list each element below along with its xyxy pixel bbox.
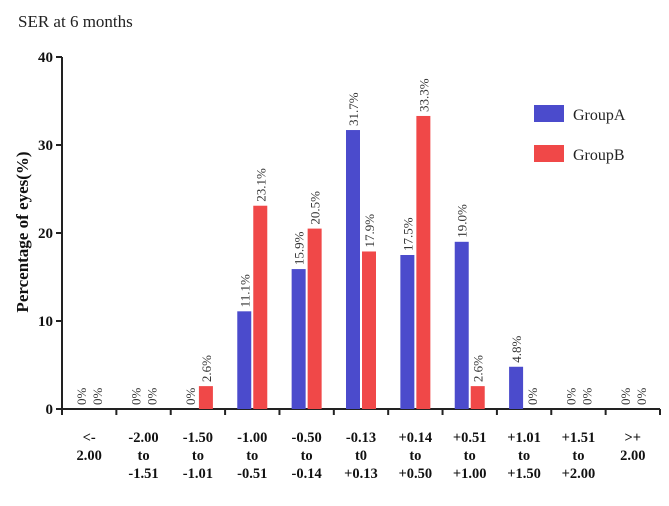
y-tick-label: 40: [38, 50, 53, 66]
x-axis: <-2.00 -2.00 to -1.51 -1.50 to -1.01 -1.00 to -0.…: [76, 409, 661, 482]
y-tick-label: 20: [38, 226, 53, 242]
y-axis-label: Percentage of eyes(%): [13, 151, 32, 312]
data-label: 31.7%: [346, 92, 361, 126]
legend-swatch-groupb: [534, 145, 564, 162]
legend-swatch-groupa: [534, 105, 564, 122]
bar-groupa: [346, 130, 360, 410]
data-label: 20.5%: [308, 191, 323, 225]
data-label: 0%: [74, 388, 89, 406]
data-label: 0%: [634, 388, 649, 406]
x-tick-label: -0.50 to -0.14: [292, 430, 322, 482]
y-axis: 0 10 20 30 40: [38, 50, 660, 418]
data-label: 19.0%: [455, 204, 470, 238]
data-label: 0%: [129, 388, 144, 406]
data-label: 33.3%: [416, 78, 431, 112]
legend-label-groupa: GroupA: [573, 107, 626, 124]
x-tick-label: +0.51 to +1.00: [453, 430, 487, 482]
x-tick-label: -1.00 to -0.51: [237, 430, 267, 482]
x-tick-label: <-2.00: [76, 430, 101, 464]
data-label: 0%: [90, 388, 105, 406]
y-tick-label: 30: [38, 138, 53, 154]
data-label: 17.9%: [362, 214, 377, 248]
data-label: 15.9%: [292, 231, 307, 265]
bar-groupa: [400, 255, 415, 409]
bar-groupa: [509, 366, 524, 409]
data-labels: 0% 0% 0% 0% 0%2.6%11.1%23.1%15.9%20.5%31.7%1…: [74, 78, 649, 405]
bars: [198, 115, 524, 410]
y-tick-label: 0: [46, 402, 54, 418]
legend: GroupA GroupB: [534, 105, 626, 164]
x-tick-label: +1.01 to +1.50: [507, 430, 541, 482]
data-label: 2.6%: [471, 355, 486, 382]
bar-groupb: [416, 115, 431, 410]
y-tick-label: 10: [38, 314, 53, 330]
chart-title: SER at 6 months: [18, 12, 133, 31]
data-label: 0%: [183, 388, 198, 406]
x-tick-label: +1.51 to +2.00: [562, 430, 596, 482]
bar-groupb: [362, 251, 376, 409]
data-label: 23.1%: [253, 168, 268, 202]
data-label: 0%: [618, 388, 633, 406]
bar-groupa: [291, 269, 306, 409]
bar-groupb: [307, 228, 322, 409]
data-label: 0%: [145, 388, 160, 406]
data-label: 0%: [525, 388, 540, 406]
bar-groupb: [198, 386, 213, 409]
x-tick-label: -1.50 to -1.01: [183, 430, 213, 482]
data-label: 11.1%: [237, 274, 252, 307]
data-label: 0%: [579, 388, 594, 406]
x-tick-label: -0.13 t0 +0.13: [344, 430, 378, 482]
x-tick-label: >+ 2.00: [620, 430, 645, 464]
data-label: 17.5%: [400, 217, 415, 251]
data-label: 2.6%: [199, 355, 214, 382]
bar-groupb: [253, 205, 268, 409]
bar-groupa: [454, 241, 469, 409]
data-label: 0%: [563, 388, 578, 406]
x-tick-label: -2.00 to -1.51: [128, 430, 158, 482]
bar-groupa: [237, 311, 252, 409]
data-label: 4.8%: [509, 336, 524, 363]
x-tick-label: +0.14 to +0.50: [399, 430, 433, 482]
bar-groupb: [470, 386, 485, 409]
legend-label-groupb: GroupB: [573, 147, 625, 164]
